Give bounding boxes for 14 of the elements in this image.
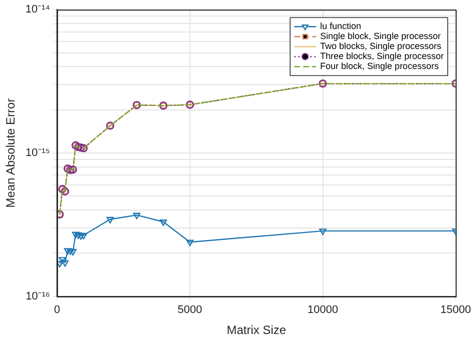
x-tick-label: 5000 — [178, 304, 202, 316]
y-tick-label: 10⁻¹⁵ — [26, 147, 50, 160]
y-axis-title: Mean Absolute Error — [4, 98, 18, 208]
legend-label: Three blocks, Single processor — [320, 51, 444, 62]
y-tick-label: 10⁻¹⁶ — [26, 290, 50, 302]
legend-label: Four block, Single processors — [320, 61, 440, 72]
legend-label: lu function — [320, 21, 362, 32]
legend-label: Single block, Single processor — [320, 31, 441, 42]
x-tick-label: 15000 — [440, 304, 472, 316]
legend-label: Two blocks, Single processors — [320, 41, 442, 52]
y-tick-label: 10⁻¹⁴ — [25, 4, 50, 16]
x-axis-title: Matrix Size — [226, 323, 286, 338]
x-tick-label: 0 — [54, 304, 60, 316]
x-tick-label: 10000 — [308, 304, 338, 316]
